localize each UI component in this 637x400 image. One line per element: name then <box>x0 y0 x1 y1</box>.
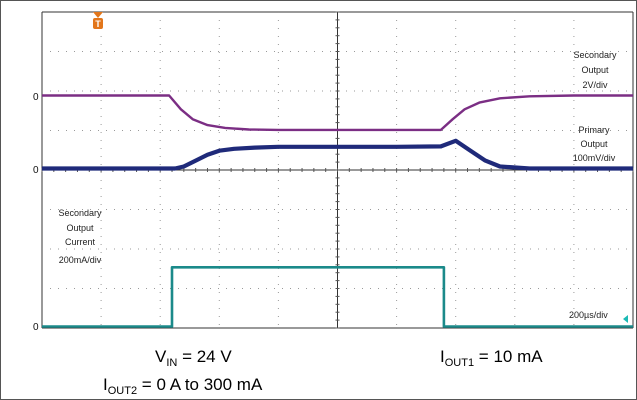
ch1-zero-label: 0 <box>33 92 39 103</box>
svg-text:T: T <box>95 19 101 29</box>
ch3-label-line-4: 200mA/div <box>59 255 102 265</box>
ch2-label-line-1: Primary <box>579 125 610 135</box>
ch2-label-line-2: Output <box>580 139 608 149</box>
ch1-label-line-3: 2V/div <box>582 80 608 90</box>
ch1-label-line-2: Output <box>581 65 609 75</box>
ch3-label-line-1: Secondary <box>58 208 102 218</box>
ch3-label-line-3: Current <box>65 237 96 247</box>
ch3-zero-label: 0 <box>33 322 39 333</box>
ch2-zero-label: 0 <box>33 165 39 176</box>
ch1-label-line-1: Secondary <box>573 50 617 60</box>
ch2-label-line-3: 100mV/div <box>573 153 616 163</box>
timebase-label: 200µs/div <box>569 310 608 320</box>
ch3-label-line-2: Output <box>66 223 94 233</box>
